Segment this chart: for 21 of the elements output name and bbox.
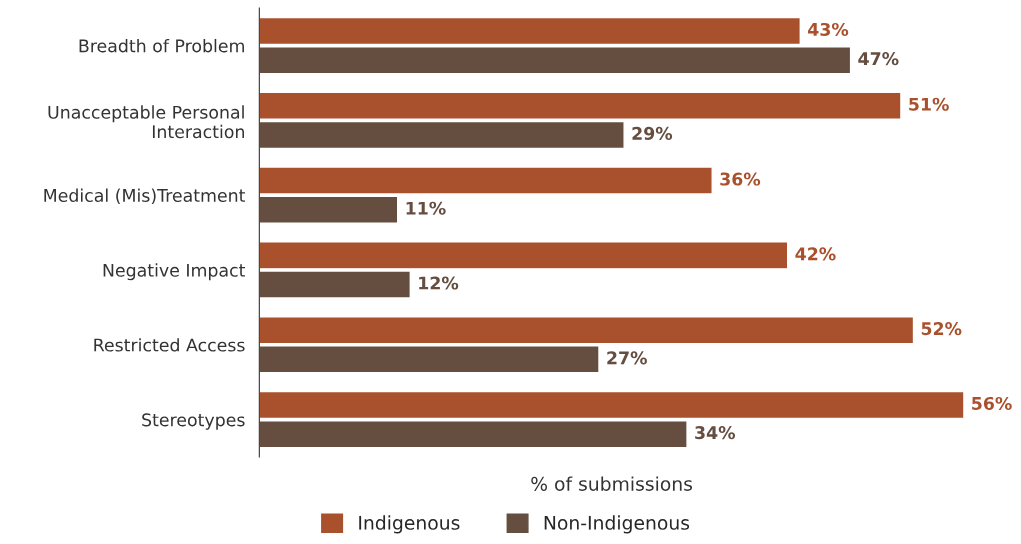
data-label: 11%	[406, 201, 446, 215]
data-label: 27%	[607, 351, 647, 365]
y-tick-label: Breadth of Problem	[79, 38, 244, 53]
data-label: 51%	[909, 97, 949, 111]
data-label: 12%	[419, 276, 459, 290]
y-tick-label: Unacceptable Personal Interaction	[48, 105, 244, 139]
legend-label: Non-Indigenous	[544, 515, 690, 534]
y-tick-label: Stereotypes	[142, 413, 245, 430]
data-label: 43%	[808, 22, 849, 37]
data-label: 56%	[972, 396, 1012, 411]
y-tick-label: Medical (Mis)Treatment	[44, 188, 246, 205]
data-label: 42%	[795, 247, 836, 261]
data-label: 34%	[695, 426, 736, 440]
x-axis-title: % of submissions	[531, 476, 693, 491]
y-tick-label: Negative Impact	[103, 263, 246, 281]
data-label: 29%	[632, 126, 673, 140]
data-label: 52%	[921, 322, 962, 336]
legend-label: Indigenous	[359, 515, 460, 534]
data-label: 47%	[858, 52, 899, 66]
data-label: 36%	[720, 172, 761, 186]
y-tick-label: Restricted Access	[94, 338, 245, 352]
